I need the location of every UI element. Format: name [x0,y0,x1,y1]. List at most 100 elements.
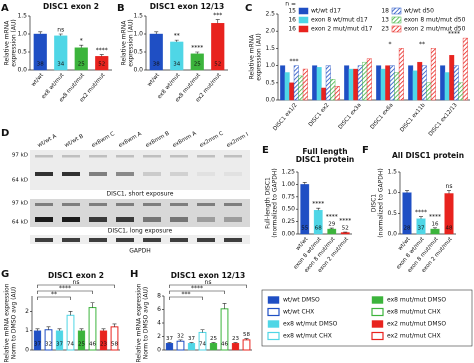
error-bar [211,342,216,344]
panel-letter: G [1,269,9,280]
legend-swatch [298,25,309,33]
band [35,238,53,242]
bar [284,72,290,101]
band [116,155,134,158]
significance-bracket [37,296,71,300]
error-bar [79,44,84,48]
legend-n: 16 [288,17,296,24]
n-label: 23 [232,336,239,342]
error-bar [233,342,238,344]
bar [321,87,327,101]
y-tick-label: 1.0 [133,31,143,38]
bar [348,68,354,101]
error-bar [68,311,73,316]
error-bar [316,207,321,211]
band [170,155,188,158]
band [224,172,242,176]
significance-bracket [169,290,225,294]
band [224,238,242,242]
band [170,203,188,206]
bar [209,343,218,351]
y-tick-label: 0.00 [282,231,296,238]
legend-swatch [371,331,384,341]
y-tick-label: 0 [157,347,161,354]
blot-gapdh [30,235,250,244]
band [197,172,215,176]
bar [421,65,427,101]
legend-n: 15 [288,8,296,15]
y-tick-label: 0.5 [17,49,27,56]
significance: * [389,41,392,48]
y-tick-label: 2.5 [265,11,275,18]
y-tick-label: 4 [157,320,161,327]
error-bar [58,33,63,36]
y-axis-label: DISC1 [371,194,378,212]
band [197,238,215,242]
error-bar [200,329,205,333]
significance-bracket [169,284,247,288]
legend-swatch [298,16,309,24]
n-label: 37 [56,342,63,348]
lane-label: ex2mm C [199,131,225,149]
n-label: 25 [210,336,217,342]
n-label: 29 [328,222,335,228]
y-tick-label: 1.5 [265,45,275,52]
band [35,203,53,206]
bar [412,70,418,101]
y-axis-label: (normalized to GAPDH) [272,168,279,237]
panel-title: DISC1 exon 12/13 [150,2,224,11]
panel-letter: D [1,128,9,139]
lane-label: ex8mm B [145,131,171,149]
band [116,238,134,242]
bar [417,61,423,101]
band [35,155,53,158]
bar [462,37,468,101]
y-tick-label: 0.5 [265,79,275,86]
y-tick-label: 1.0 [265,62,275,69]
significance: **** [326,214,338,221]
y-tick-label: 6 [157,306,161,313]
band [170,172,188,176]
lane-label: ex2mm I [226,132,250,149]
panel-title: DISC1 exon 2 [48,271,104,280]
n-label: 25 [194,62,201,68]
y-axis-label: Norm to DMSO avg (AU) [11,287,18,360]
legend-swatch [371,307,384,317]
y-axis-label: Relative mRNA [4,20,11,66]
band [35,217,53,222]
band [62,203,80,206]
n-label: 34 [57,62,64,68]
legend-n: 23 [381,26,389,33]
y-tick-label: 1.5 [133,13,143,20]
legend-n: 18 [381,8,389,15]
blot-caption: GAPDH [129,248,151,255]
error-bar [167,342,172,344]
y-tick-label: 1.0 [387,189,397,196]
y-axis-label: expression (AU) [11,19,18,66]
size-marker: 64 kD [12,220,28,226]
y-tick-label: 0.0 [133,67,143,74]
band [143,172,161,176]
legend-swatch [371,296,384,304]
n-label: 38 [153,62,160,68]
y-axis-label: Full-length DISC1 [265,177,272,229]
error-bar [178,339,183,342]
band [116,172,134,176]
panel-title: DISC1 exon 12/13 [171,271,245,280]
legend-label: ex2 mut/mut DMSO [387,321,446,328]
lane-label: ex8wm C [91,131,116,149]
y-axis-label: Relative mRNA [121,20,128,66]
bar [398,48,404,101]
significance: ** [174,33,180,40]
y-tick-label: 8 [157,293,161,300]
bar [334,86,340,101]
panel-letter: E [262,145,269,156]
legend-label: ex8 wt/mut DMSO [283,321,338,328]
band [143,238,161,242]
legend-label: wt/wt CHX [283,309,314,316]
error-bar [101,328,106,331]
y-tick-label: 0.5 [133,49,143,56]
bar [302,68,308,101]
bar [357,65,363,101]
error-bar [154,31,159,34]
